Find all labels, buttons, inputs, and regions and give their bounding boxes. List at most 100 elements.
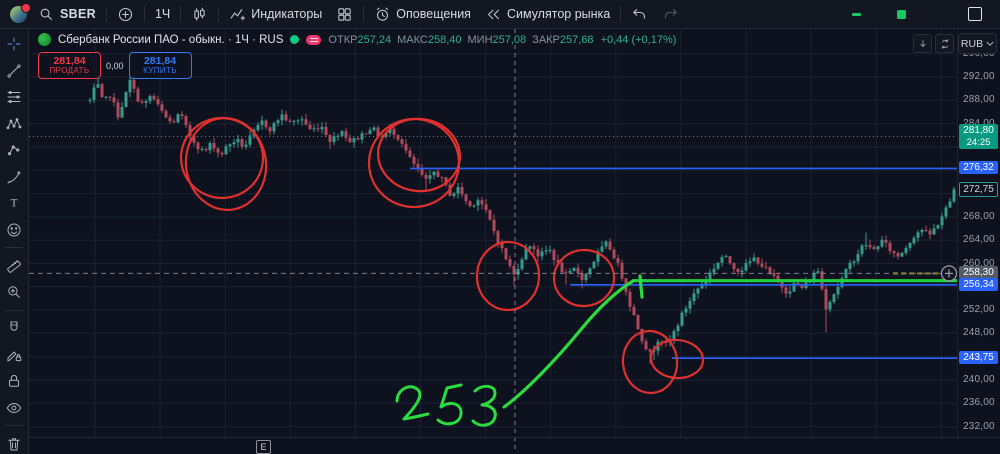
currency-dropdown[interactable]: RUB xyxy=(958,33,997,54)
tool-drawing-edit-lock[interactable] xyxy=(2,345,26,365)
buy-price: 281,84 xyxy=(143,54,177,67)
replay-icon xyxy=(487,9,499,19)
undo-button[interactable] xyxy=(624,2,655,26)
candle-body xyxy=(308,124,312,129)
candle-body xyxy=(284,114,288,121)
series-style-toggle-icon[interactable] xyxy=(306,34,322,45)
redo-button[interactable] xyxy=(655,2,686,26)
candle-body xyxy=(196,142,200,150)
tool-zoom-in[interactable] xyxy=(2,282,26,302)
alerts-button[interactable]: Оповещения xyxy=(367,2,478,26)
candle-body xyxy=(476,200,480,206)
price-badge-blue[interactable]: 276,32 xyxy=(959,161,998,175)
tool-magnet[interactable] xyxy=(2,318,26,338)
price-badge-blue[interactable]: 243,75 xyxy=(959,351,998,365)
scale-buttons xyxy=(913,34,954,53)
candle-body xyxy=(416,163,420,169)
candle-body xyxy=(288,120,292,122)
compare-add-button[interactable] xyxy=(110,2,141,26)
chart-style-button[interactable] xyxy=(184,2,215,26)
candle-body xyxy=(412,156,416,164)
candle-body xyxy=(88,99,92,101)
candle-body xyxy=(220,152,224,155)
tool-ruler[interactable] xyxy=(2,256,26,276)
candle-body xyxy=(440,176,444,178)
candle-body xyxy=(156,99,160,105)
candle-body xyxy=(368,130,372,135)
tool-hide-drawings[interactable] xyxy=(2,398,26,418)
price-badge-outline[interactable]: 272,75 xyxy=(959,182,998,198)
fullscreen-button[interactable] xyxy=(968,7,982,21)
candle-body xyxy=(572,267,576,272)
candle-body xyxy=(508,259,512,266)
tool-trend-line[interactable] xyxy=(2,61,26,81)
symbol-search-button[interactable]: SBER xyxy=(31,2,103,26)
tool-emoji[interactable] xyxy=(2,220,26,240)
red-circle-annotation xyxy=(376,117,462,193)
reset-scale-button[interactable] xyxy=(935,34,954,53)
tool-crosshair[interactable] xyxy=(2,34,26,54)
time-axis-event-marker[interactable]: E xyxy=(256,440,271,454)
scroll-to-realtime-button[interactable] xyxy=(913,34,932,53)
candlestick-chart[interactable] xyxy=(29,29,1000,454)
replay-button[interactable]: Симулятор рынка xyxy=(478,2,617,26)
candle-body xyxy=(908,243,912,248)
sell-button[interactable]: 281,84 ПРОДАТЬ xyxy=(38,52,101,79)
buy-button[interactable]: 281,84 КУПИТЬ xyxy=(128,52,192,79)
add-alert-plus-button[interactable] xyxy=(940,265,958,282)
templates-button[interactable] xyxy=(329,2,360,26)
low-value: 257,08 xyxy=(492,33,527,46)
tool-brush[interactable] xyxy=(2,167,26,187)
candle-body xyxy=(784,287,788,294)
tool-text[interactable]: T xyxy=(2,193,26,213)
symbol-legend[interactable]: Сбербанк России ПАО - обыкн. · 1Ч · RUS … xyxy=(38,33,676,46)
candle-body xyxy=(588,268,592,274)
price-tick: 232,00 xyxy=(963,420,995,432)
undo-icon xyxy=(633,8,646,19)
candle-body xyxy=(144,101,148,103)
candle-body xyxy=(228,144,232,147)
candle-body xyxy=(580,273,584,281)
magnet-icon xyxy=(10,321,18,331)
symbol-name: SBER xyxy=(60,7,96,21)
candle-body xyxy=(696,288,700,294)
candle-body xyxy=(400,139,404,144)
series-visibility-toggle-icon[interactable] xyxy=(290,35,300,44)
candle-body xyxy=(752,257,756,262)
candle-body xyxy=(208,142,212,151)
candle-body xyxy=(920,230,924,233)
price-tick: 240,00 xyxy=(963,374,995,385)
candle-body xyxy=(720,257,724,263)
candle-body xyxy=(464,194,468,202)
trade-panel: 281,84 ПРОДАТЬ 0,00 281,84 КУПИТЬ xyxy=(38,52,192,79)
green-dash-indicator xyxy=(852,12,861,16)
tool-pattern[interactable] xyxy=(2,114,26,134)
tool-forecast[interactable] xyxy=(2,140,26,160)
candle-body xyxy=(868,245,872,248)
candle-body xyxy=(852,261,856,263)
candle-body xyxy=(160,104,164,111)
price-badge-gray[interactable]: 258,30 xyxy=(959,266,998,280)
price-badge-green[interactable]: 281,80 24:25 xyxy=(959,123,998,149)
price-scale[interactable]: 296,00292,00288,00284,00268,00264,00260,… xyxy=(957,29,1000,437)
handwritten-253-annotation xyxy=(395,385,430,421)
tool-lock-all[interactable] xyxy=(2,371,26,391)
interval-button[interactable]: 1Ч xyxy=(148,2,177,26)
candle-body xyxy=(100,84,104,98)
candle-body xyxy=(632,306,636,316)
candle-body xyxy=(180,114,184,116)
tool-remove-drawings[interactable] xyxy=(2,434,26,454)
drawing-toolbar: T xyxy=(0,29,29,454)
red-circle-annotation xyxy=(475,240,541,312)
candle-body xyxy=(556,260,560,263)
candle-body xyxy=(832,294,836,303)
user-avatar[interactable] xyxy=(10,2,31,23)
candle-body xyxy=(620,262,624,279)
candle-body xyxy=(108,96,112,98)
tool-fib[interactable] xyxy=(2,87,26,107)
time-axis[interactable]: E xyxy=(29,437,1000,454)
candle-body xyxy=(384,133,388,137)
candle-body xyxy=(516,268,520,275)
indicators-button[interactable]: Индикаторы xyxy=(222,2,329,26)
price-badge-blue[interactable]: 256,34 xyxy=(959,277,998,291)
